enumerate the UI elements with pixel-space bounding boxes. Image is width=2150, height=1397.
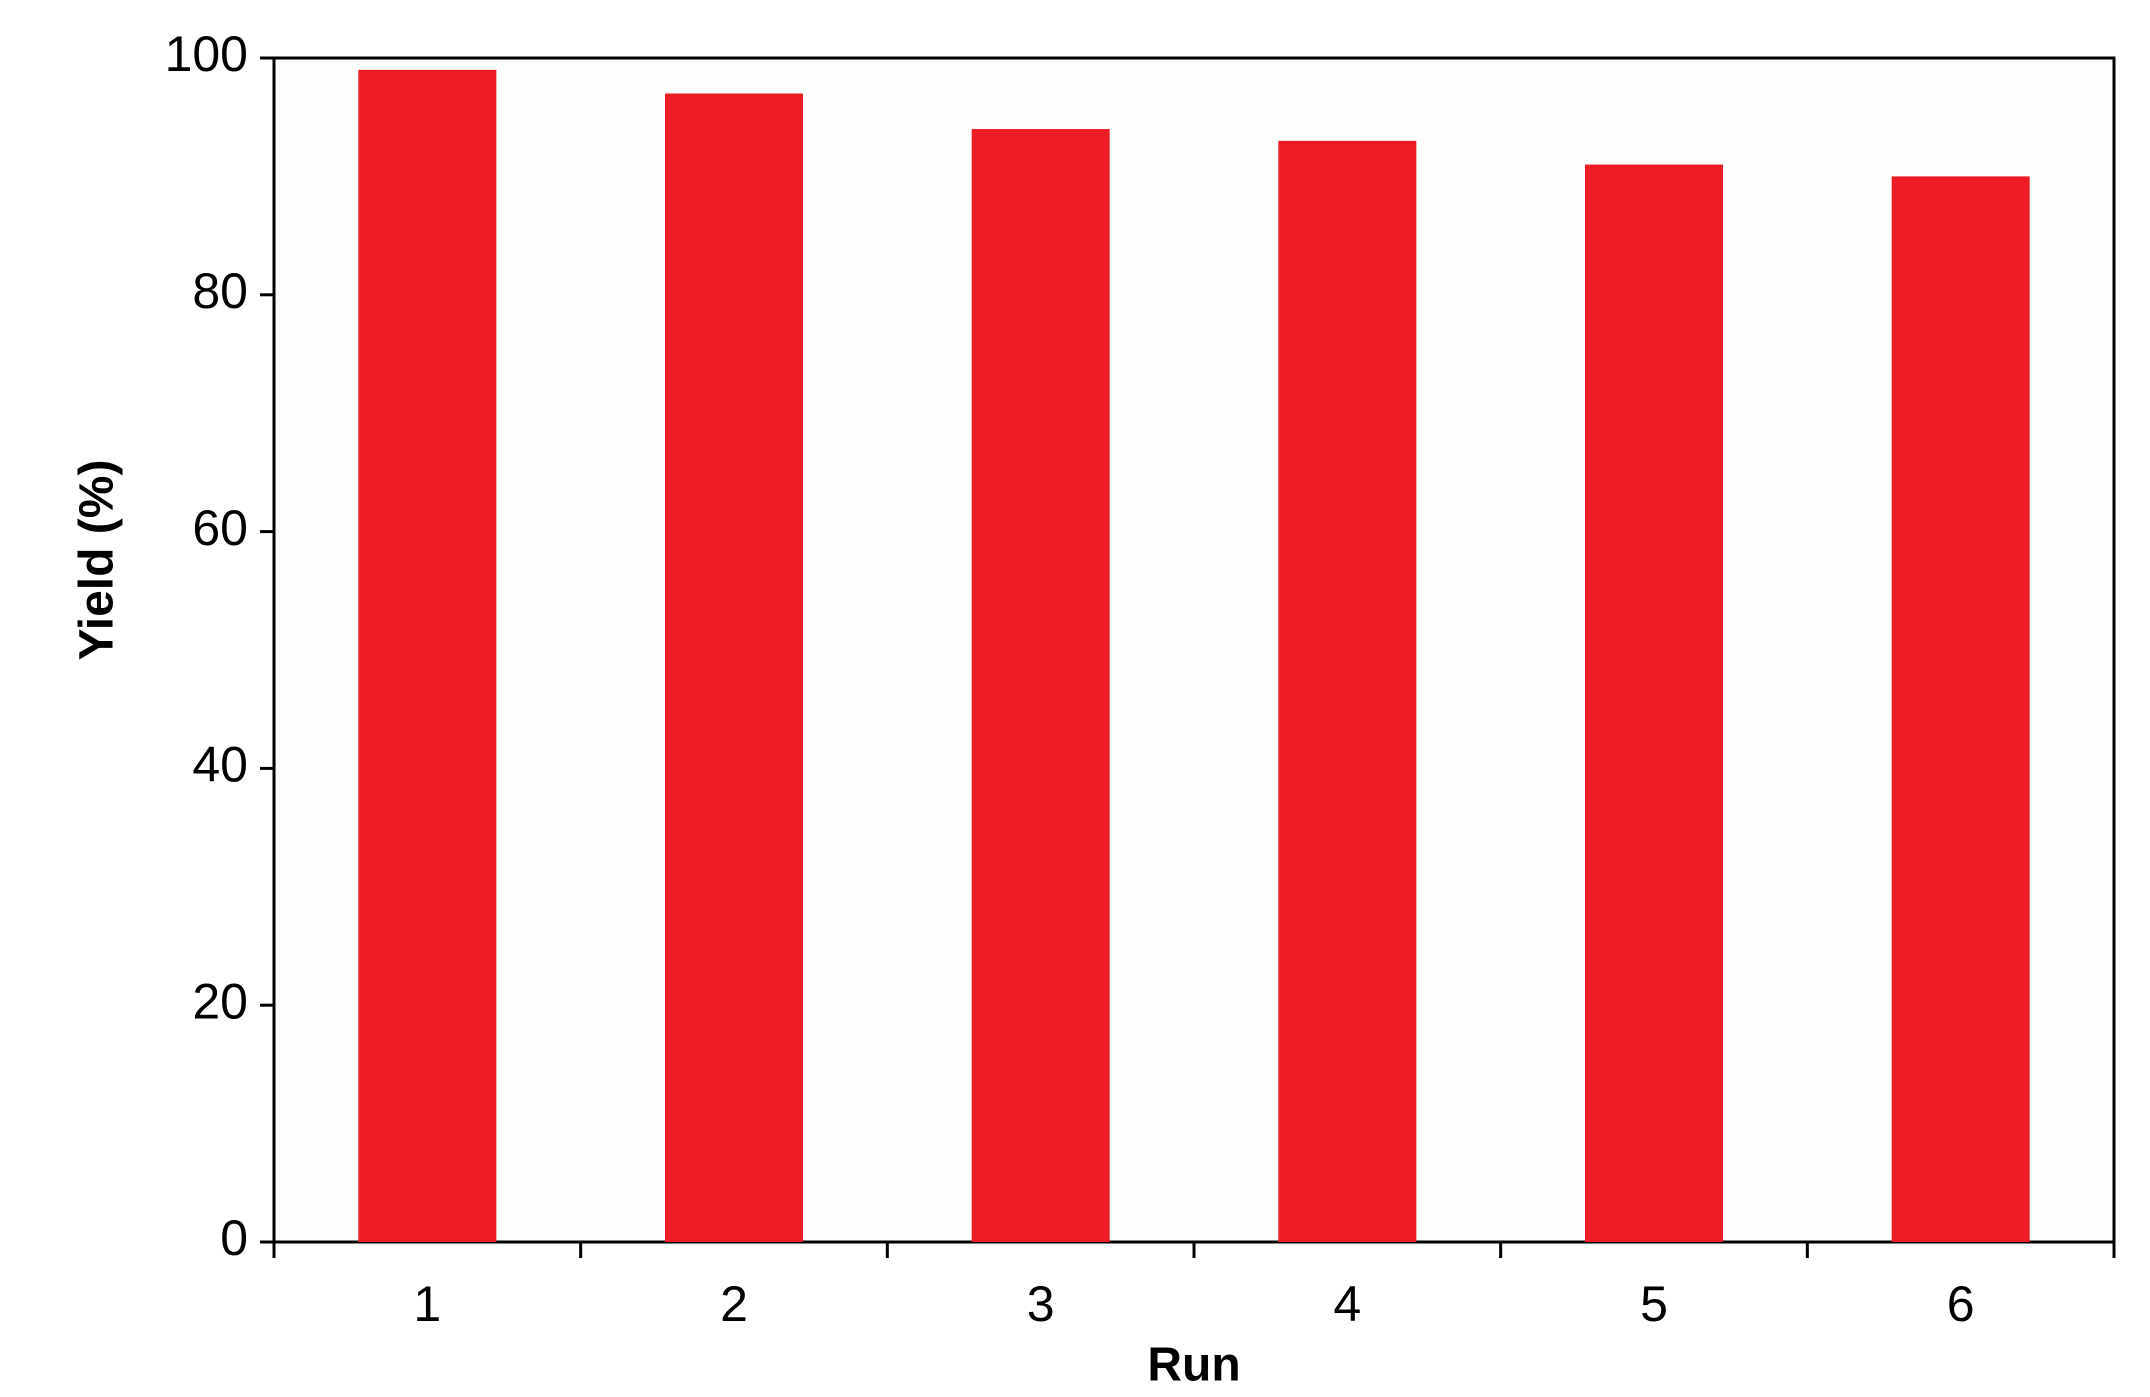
bar xyxy=(665,93,803,1242)
y-tick-label: 100 xyxy=(165,26,248,82)
bar xyxy=(1278,140,1417,1242)
bar xyxy=(971,129,1110,1242)
x-axis-title: Run xyxy=(1147,1339,1240,1392)
x-tick-label: 6 xyxy=(1947,1276,1975,1332)
y-axis-title: Yield (%) xyxy=(71,460,124,661)
bar xyxy=(1891,176,2030,1242)
y-tick-label: 60 xyxy=(192,500,248,556)
bar xyxy=(358,69,497,1243)
x-tick-label: 2 xyxy=(720,1276,748,1332)
x-tick-label: 4 xyxy=(1333,1276,1361,1332)
y-tick-label: 80 xyxy=(192,263,248,319)
y-tick-label: 40 xyxy=(192,737,248,793)
y-tick-label: 0 xyxy=(220,1210,248,1266)
plot-frame xyxy=(272,56,2116,1244)
x-tick-label: 5 xyxy=(1640,1276,1668,1332)
x-tick-label: 3 xyxy=(1027,1276,1055,1332)
x-tick-label: 1 xyxy=(413,1276,441,1332)
bar xyxy=(1585,164,1723,1242)
y-tick-label: 20 xyxy=(192,973,248,1029)
